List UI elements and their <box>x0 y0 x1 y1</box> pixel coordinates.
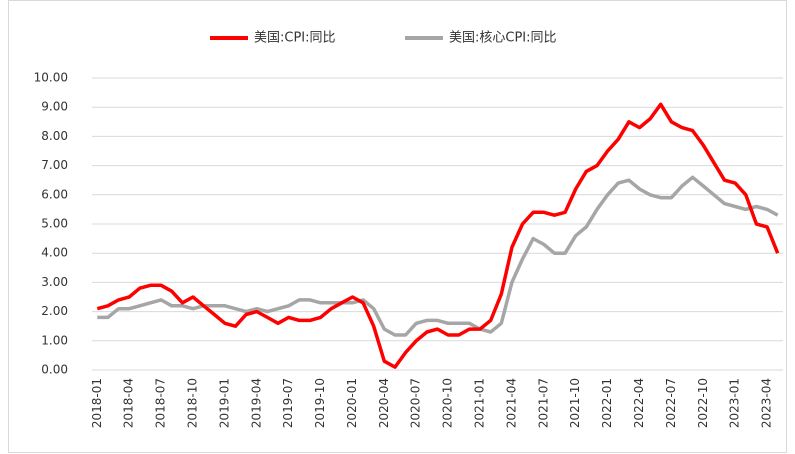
x-tick-label: 2020-04 <box>377 378 391 428</box>
x-tick-label: 2023-01 <box>728 378 742 428</box>
x-tick-label: 2018-04 <box>122 378 136 428</box>
y-tick-label: 8.00 <box>41 129 68 143</box>
series-line <box>96 102 780 369</box>
legend-label: 美国:CPI:同比 <box>254 31 336 46</box>
y-tick-label: 9.00 <box>41 100 68 114</box>
x-tick-label: 2020-07 <box>409 378 423 428</box>
x-tick-label: 2021-01 <box>473 378 487 428</box>
y-tick-label: 5.00 <box>41 217 68 231</box>
y-tick-label: 0.00 <box>41 363 68 377</box>
y-tick-label: 6.00 <box>41 187 68 201</box>
x-tick-label: 2023-04 <box>760 378 774 428</box>
x-tick-label: 2021-10 <box>568 378 582 428</box>
x-tick-label: 2019-04 <box>249 378 263 428</box>
series-line <box>97 175 779 337</box>
y-tick-label: 2.00 <box>41 304 68 318</box>
x-tick-label: 2019-07 <box>281 378 295 428</box>
x-tick-label: 2022-07 <box>664 378 678 428</box>
x-tick-label: 2022-10 <box>696 378 710 428</box>
y-tick-label: 4.00 <box>41 246 68 260</box>
x-tick-label: 2018-10 <box>185 378 199 428</box>
x-tick-label: 2019-01 <box>217 378 231 428</box>
x-tick-label: 2018-01 <box>90 378 104 428</box>
x-tick-label: 2021-04 <box>504 378 518 428</box>
y-tick-label: 1.00 <box>41 333 68 347</box>
x-tick-label: 2022-01 <box>600 378 614 428</box>
y-tick-label: 10.00 <box>34 71 68 85</box>
x-tick-label: 2020-10 <box>441 378 455 428</box>
x-tick-label: 2019-10 <box>313 378 327 428</box>
x-tick-label: 2022-04 <box>632 378 646 428</box>
y-tick-label: 7.00 <box>41 158 68 172</box>
chart-border <box>8 0 787 453</box>
x-tick-label: 2018-07 <box>154 378 168 428</box>
legend-label: 美国:核心CPI:同比 <box>449 31 557 46</box>
y-tick-label: 3.00 <box>41 275 68 289</box>
x-tick-label: 2021-07 <box>536 378 550 428</box>
x-tick-label: 2020-01 <box>345 378 359 428</box>
